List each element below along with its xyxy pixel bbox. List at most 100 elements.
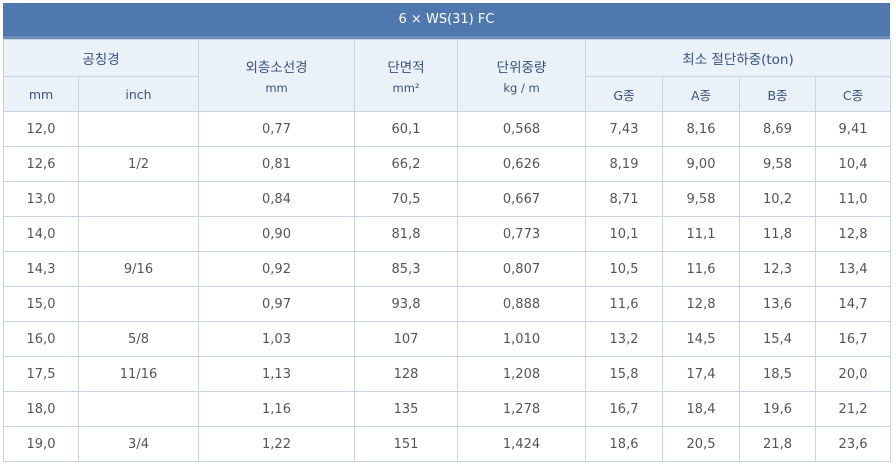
cell-grade-a: 9,58 — [662, 181, 741, 217]
cell-outer-wire: 1,16 — [198, 391, 356, 427]
header-outer-wire-unit: mm — [265, 81, 288, 95]
header-outer-wire-diameter: 외층소선경 mm — [198, 39, 356, 112]
cell-cross-section: 93,8 — [354, 286, 459, 322]
header-unit-weight-unit: kg / m — [503, 81, 540, 95]
cell-grade-c: 23,6 — [815, 426, 892, 462]
cell-cross-section: 60,1 — [354, 111, 459, 147]
cell-mm: 18,0 — [3, 391, 79, 427]
table-row: 15,0 0,97 93,8 0,888 11,6 12,8 13,6 14,7 — [3, 286, 892, 322]
table-row: 14,0 0,90 81,8 0,773 10,1 11,1 11,8 12,8 — [3, 216, 892, 252]
cell-grade-g: 7,43 — [585, 111, 664, 147]
cell-mm: 17,5 — [3, 356, 79, 392]
cell-grade-g: 8,19 — [585, 146, 664, 182]
cell-grade-b: 8,69 — [739, 111, 817, 147]
cell-unit-weight: 1,278 — [457, 391, 587, 427]
cell-inch — [77, 391, 200, 427]
cell-inch: 1/2 — [77, 146, 200, 182]
cell-grade-c: 14,7 — [815, 286, 892, 322]
cell-inch: 3/4 — [77, 426, 200, 462]
cell-outer-wire: 1,13 — [198, 356, 356, 392]
table-body: 12,0 0,77 60,1 0,568 7,43 8,16 8,69 9,41 12,6 1/2… — [3, 111, 892, 462]
cell-unit-weight: 1,208 — [457, 356, 587, 392]
cell-grade-b: 19,6 — [739, 391, 817, 427]
cell-grade-a: 17,4 — [662, 356, 741, 392]
cell-grade-a: 11,1 — [662, 216, 741, 252]
cell-inch — [77, 286, 200, 322]
cell-grade-a: 8,16 — [662, 111, 741, 147]
cell-outer-wire: 1,03 — [198, 321, 356, 357]
cell-grade-b: 9,58 — [739, 146, 817, 182]
cell-unit-weight: 0,807 — [457, 251, 587, 287]
header-inch: inch — [77, 76, 200, 112]
table-row: 13,0 0,84 70,5 0,667 8,71 9,58 10,2 11,0 — [3, 181, 892, 217]
cell-outer-wire: 0,77 — [198, 111, 356, 147]
cell-inch: 9/16 — [77, 251, 200, 287]
cell-unit-weight: 0,888 — [457, 286, 587, 322]
cell-unit-weight: 0,626 — [457, 146, 587, 182]
cell-inch: 5/8 — [77, 321, 200, 357]
cell-inch: 11/16 — [77, 356, 200, 392]
cell-grade-a: 11,6 — [662, 251, 741, 287]
cell-cross-section: 85,3 — [354, 251, 459, 287]
cell-grade-b: 18,5 — [739, 356, 817, 392]
cell-unit-weight: 0,568 — [457, 111, 587, 147]
table-row: 14,3 9/16 0,92 85,3 0,807 10,5 11,6 12,3 13,4 — [3, 251, 892, 287]
cell-grade-g: 15,8 — [585, 356, 664, 392]
cell-mm: 12,0 — [3, 111, 79, 147]
table-row: 17,5 11/16 1,13 128 1,208 15,8 17,4 18,5 20,0 — [3, 356, 892, 392]
cell-grade-c: 9,41 — [815, 111, 892, 147]
header-unit-weight: 단위중량 kg / m — [457, 39, 587, 112]
spec-table-container: 6 × WS(31) FC 공칭경 외층소선경 mm 단면적 mm² — [2, 3, 892, 462]
cell-outer-wire: 0,84 — [198, 181, 356, 217]
cell-cross-section: 151 — [354, 426, 459, 462]
cell-outer-wire: 1,22 — [198, 426, 356, 462]
cell-grade-c: 10,4 — [815, 146, 892, 182]
cell-grade-g: 18,6 — [585, 426, 664, 462]
table-row: 18,0 1,16 135 1,278 16,7 18,4 19,6 21,2 — [3, 391, 892, 427]
cell-outer-wire: 0,92 — [198, 251, 356, 287]
cell-inch — [77, 111, 200, 147]
table-title: 6 × WS(31) FC — [3, 3, 890, 39]
header-cross-section-label: 단면적 — [387, 60, 425, 76]
cell-grade-c: 16,7 — [815, 321, 892, 357]
cell-grade-a: 9,00 — [662, 146, 741, 182]
cell-grade-b: 21,8 — [739, 426, 817, 462]
header-cross-section: 단면적 mm² — [354, 39, 459, 112]
header-min-breaking-load: 최소 절단하중(ton) — [585, 39, 892, 77]
header-grade-g: G종 — [585, 76, 664, 112]
cell-mm: 19,0 — [3, 426, 79, 462]
cell-cross-section: 128 — [354, 356, 459, 392]
cell-grade-c: 21,2 — [815, 391, 892, 427]
header-outer-wire-label: 외층소선경 — [245, 60, 308, 76]
cell-grade-a: 14,5 — [662, 321, 741, 357]
cell-grade-g: 13,2 — [585, 321, 664, 357]
table-row: 12,0 0,77 60,1 0,568 7,43 8,16 8,69 9,41 — [3, 111, 892, 147]
header-grade-a: A종 — [662, 76, 741, 112]
cell-grade-g: 16,7 — [585, 391, 664, 427]
cell-inch — [77, 216, 200, 252]
cell-grade-b: 13,6 — [739, 286, 817, 322]
cell-mm: 15,0 — [3, 286, 79, 322]
spec-table: 공칭경 외층소선경 mm 단면적 mm² 단위중량 kg / m 최소 절단하중… — [2, 39, 892, 462]
table-row: 16,0 5/8 1,03 107 1,010 13,2 14,5 15,4 16,7 — [3, 321, 892, 357]
cell-mm: 12,6 — [3, 146, 79, 182]
table-row: 19,0 3/4 1,22 151 1,424 18,6 20,5 21,8 23,6 — [3, 426, 892, 462]
header-grade-c: C종 — [815, 76, 892, 112]
header-unit-weight-label: 단위중량 — [496, 60, 547, 76]
cell-mm: 13,0 — [3, 181, 79, 217]
cell-outer-wire: 0,97 — [198, 286, 356, 322]
cell-cross-section: 81,8 — [354, 216, 459, 252]
header-nominal-diameter: 공칭경 — [2, 39, 200, 77]
cell-grade-g: 10,1 — [585, 216, 664, 252]
cell-unit-weight: 0,667 — [457, 181, 587, 217]
cell-grade-g: 10,5 — [585, 251, 664, 287]
cell-grade-g: 8,71 — [585, 181, 664, 217]
cell-grade-c: 11,0 — [815, 181, 892, 217]
cell-unit-weight: 1,010 — [457, 321, 587, 357]
cell-cross-section: 70,5 — [354, 181, 459, 217]
cell-mm: 14,0 — [3, 216, 79, 252]
cell-mm: 16,0 — [3, 321, 79, 357]
cell-grade-c: 12,8 — [815, 216, 892, 252]
header-mm: mm — [3, 76, 79, 112]
cell-grade-b: 15,4 — [739, 321, 817, 357]
